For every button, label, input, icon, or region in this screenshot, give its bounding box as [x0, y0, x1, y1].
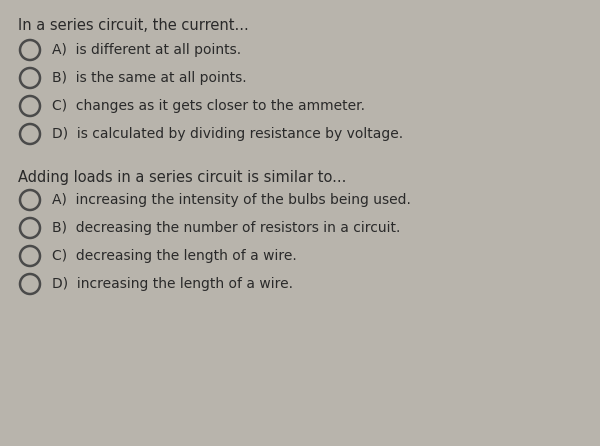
Text: A)  is different at all points.: A) is different at all points.	[52, 43, 241, 57]
Text: D)  is calculated by dividing resistance by voltage.: D) is calculated by dividing resistance …	[52, 127, 403, 141]
Text: D)  increasing the length of a wire.: D) increasing the length of a wire.	[52, 277, 293, 291]
Text: In a series circuit, the current...: In a series circuit, the current...	[18, 18, 249, 33]
Text: B)  is the same at all points.: B) is the same at all points.	[52, 71, 247, 85]
Text: Adding loads in a series circuit is similar to...: Adding loads in a series circuit is simi…	[18, 170, 346, 185]
Text: C)  decreasing the length of a wire.: C) decreasing the length of a wire.	[52, 249, 297, 263]
Text: C)  changes as it gets closer to the ammeter.: C) changes as it gets closer to the amme…	[52, 99, 365, 113]
Text: B)  decreasing the number of resistors in a circuit.: B) decreasing the number of resistors in…	[52, 221, 400, 235]
Text: A)  increasing the intensity of the bulbs being used.: A) increasing the intensity of the bulbs…	[52, 193, 411, 207]
